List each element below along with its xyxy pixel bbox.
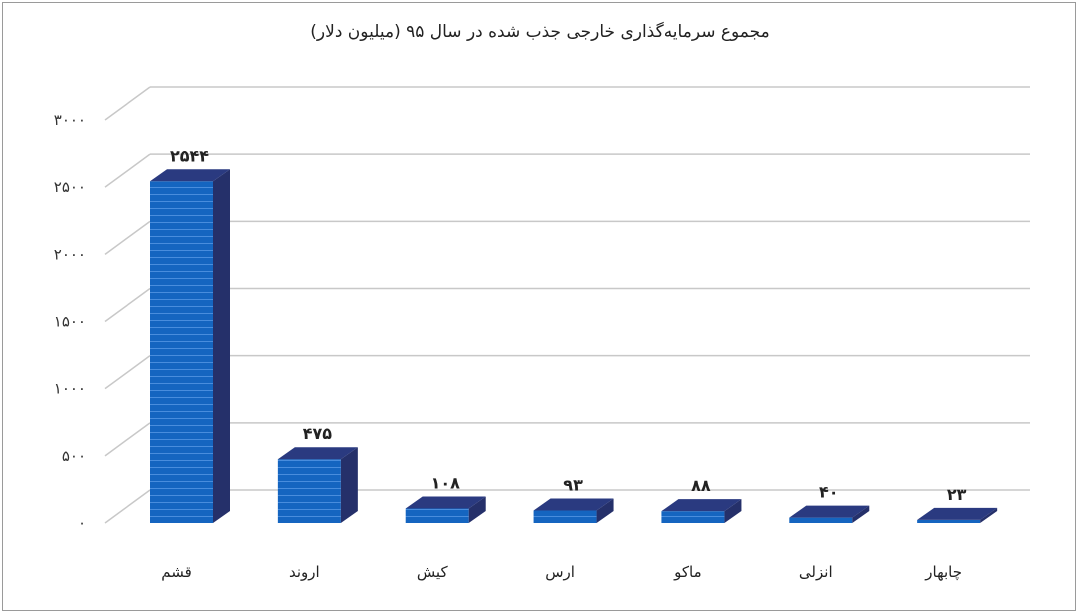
bar-front	[277, 459, 341, 523]
y-tick-label: ۵۰۰	[62, 447, 86, 465]
category-label: کیش	[417, 563, 449, 581]
bar-side	[724, 499, 742, 523]
bar	[150, 169, 230, 524]
gridline-depth	[104, 220, 151, 255]
y-tick-label: ۲۰۰۰	[54, 245, 86, 263]
gridline-depth	[104, 422, 151, 457]
data-label: ۸۸	[691, 476, 711, 495]
data-label: ۴۰	[819, 483, 839, 502]
bar-top	[277, 447, 358, 460]
bar-front	[150, 181, 213, 524]
category-label: چابهار	[924, 563, 962, 581]
data-label: ۴۷۵	[303, 424, 333, 443]
bar-side	[852, 505, 870, 523]
bar-front	[789, 517, 853, 523]
bar-top	[661, 499, 742, 512]
category-label: ارس	[545, 563, 575, 581]
bar	[533, 498, 614, 523]
data-label: ۲۵۴۴	[170, 146, 209, 165]
bar-front	[405, 508, 469, 523]
data-label: ۲۳	[947, 485, 967, 504]
bar-top	[789, 505, 870, 518]
bar-side	[980, 507, 998, 523]
category-label: انزلی	[799, 563, 833, 581]
bar	[277, 447, 358, 523]
bar-front	[533, 510, 597, 523]
bar-top	[405, 496, 486, 509]
category-label: اروند	[289, 563, 320, 581]
bar	[917, 507, 998, 523]
category-label: قشم	[161, 563, 192, 581]
y-tick-label: ۱۵۰۰	[54, 313, 86, 331]
gridline-depth	[104, 153, 151, 188]
y-tick-label: ۱۰۰۰	[54, 380, 86, 398]
y-tick-label: ۳۰۰۰	[54, 111, 86, 129]
category-label: ماکو	[673, 563, 702, 581]
bar-side	[468, 496, 486, 523]
bar-top	[150, 169, 230, 182]
bar-side	[596, 498, 614, 523]
bar	[405, 496, 486, 523]
data-label: ۹۳	[563, 476, 583, 495]
gridline-depth	[104, 489, 151, 524]
bar-front	[661, 511, 725, 523]
bar-top	[917, 507, 998, 520]
bar	[789, 505, 870, 523]
chart-title: مجموع سرمایه‌گذاری خارجی جذب شده در سال …	[310, 22, 770, 42]
bar-top	[533, 498, 614, 511]
bar-side	[340, 447, 358, 523]
gridline-depth	[104, 355, 151, 390]
bar-front	[917, 519, 981, 523]
gridline-depth	[104, 287, 151, 323]
data-label: ۱۰۸	[431, 473, 461, 492]
bar	[661, 499, 742, 523]
y-tick-label: ۲۵۰۰	[54, 178, 86, 196]
bar-side	[213, 169, 230, 524]
gridline-depth	[104, 86, 151, 121]
y-tick-label: ۰	[78, 514, 86, 532]
